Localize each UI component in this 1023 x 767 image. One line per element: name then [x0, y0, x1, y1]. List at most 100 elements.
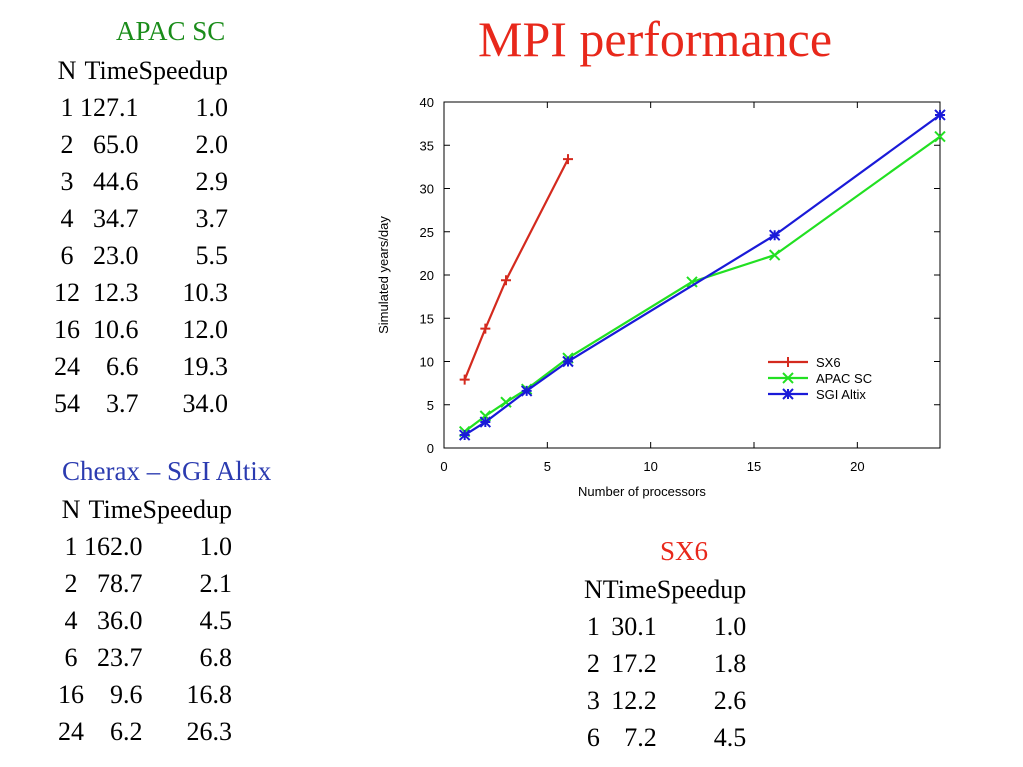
- cell-speedup: 19.3: [182, 351, 229, 381]
- table-row: 6 7.2 4.5: [584, 719, 746, 756]
- cell-time: 12.3: [93, 277, 139, 307]
- data-point: [501, 275, 511, 286]
- cell-speedup: 2.6: [713, 685, 747, 715]
- table-row: 2 78.7 2.1: [58, 565, 233, 602]
- cell-time: 6.6: [106, 351, 139, 381]
- table-row: 6 23.0 5.5: [54, 237, 229, 274]
- column-header: N: [61, 494, 81, 524]
- data-point: [480, 323, 491, 334]
- sx6-table-title: SX6: [660, 536, 709, 566]
- cell-n: 1: [60, 92, 74, 122]
- cell-time: 10.6: [93, 314, 139, 344]
- cell-speedup: 3.7: [195, 203, 229, 233]
- x-tick-label: 15: [747, 459, 761, 474]
- cell-n: 12: [54, 277, 80, 307]
- sgi-altix-table-title: Cherax – SGI Altix: [62, 456, 272, 486]
- cell-speedup: 1.0: [199, 531, 233, 561]
- series-line: [464, 114, 941, 436]
- cell-n: 2: [60, 129, 74, 159]
- table-row: 24 6.6 19.3: [54, 348, 228, 385]
- data-point: [458, 429, 471, 441]
- cell-time: 44.6: [93, 166, 139, 196]
- cell-time: 23.7: [97, 642, 143, 672]
- column-header: Speedup: [138, 55, 229, 85]
- data-point: [768, 229, 781, 241]
- cell-speedup: 4.5: [199, 605, 233, 635]
- cell-n: 3: [60, 166, 74, 196]
- cell-n: 54: [54, 388, 80, 418]
- table-row: 54 3.7 34.0: [54, 385, 228, 422]
- table-header-row: N Time Speedup: [584, 571, 746, 608]
- cell-n: 4: [60, 203, 74, 233]
- cell-speedup: 1.0: [713, 611, 747, 641]
- cell-time: 23.0: [93, 240, 139, 270]
- table-row: 4 34.7 3.7: [54, 200, 229, 237]
- sx6-table: N Time Speedup 1 30.1 1.0 2 17.2 1.8 3 12.2 2.6 6…: [584, 571, 746, 756]
- series-line: [463, 158, 569, 381]
- x-tick-label: 5: [544, 459, 551, 474]
- y-tick-label: 15: [420, 311, 434, 326]
- data-point: [459, 374, 470, 385]
- y-axis-label: Simulated years/day: [376, 216, 391, 334]
- cell-n: 24: [58, 716, 84, 746]
- y-tick-label: 5: [427, 398, 434, 413]
- cell-n: 2: [586, 648, 600, 678]
- cell-time: 6.2: [110, 716, 143, 746]
- table-row: 16 10.6 12.0: [54, 311, 228, 348]
- table-row: 24 6.2 26.3: [58, 713, 232, 750]
- cell-n: 2: [64, 568, 78, 598]
- cell-speedup: 6.8: [199, 642, 233, 672]
- cell-speedup: 1.0: [195, 92, 229, 122]
- data-point: [520, 385, 533, 397]
- apac-sc-table: N Time Speedup 1 127.1 1.0 2 65.0 2.0 3 44.6 2.9…: [54, 52, 228, 422]
- table-header-row: N Time Speedup: [54, 52, 228, 89]
- cell-time: 12.2: [611, 685, 657, 715]
- table-row: 6 23.7 6.8: [58, 639, 233, 676]
- legend-label: SGI Altix: [816, 387, 866, 402]
- column-header: Time: [84, 55, 139, 85]
- cell-n: 16: [54, 314, 80, 344]
- data-point: [562, 355, 574, 368]
- cell-time: 78.7: [97, 568, 143, 598]
- table-row: 1 30.1 1.0: [584, 608, 746, 645]
- cell-n: 24: [54, 351, 80, 381]
- cell-time: 3.7: [106, 388, 139, 418]
- cell-speedup: 12.0: [182, 314, 229, 344]
- table-row: 4 36.0 4.5: [58, 602, 233, 639]
- x-tick-label: 20: [850, 459, 864, 474]
- y-tick-label: 40: [420, 95, 434, 110]
- cell-speedup: 34.0: [182, 388, 229, 418]
- legend-label: APAC SC: [816, 371, 872, 386]
- cell-n: 1: [64, 531, 78, 561]
- table-row: 16 9.6 16.8: [58, 676, 232, 713]
- table-row: 3 44.6 2.9: [54, 163, 229, 200]
- data-point: [782, 388, 794, 400]
- y-tick-label: 0: [427, 441, 434, 456]
- data-point: [500, 396, 512, 408]
- cell-speedup: 1.8: [713, 648, 747, 678]
- data-point: [782, 372, 794, 384]
- data-point: [934, 130, 946, 143]
- series-line: [464, 135, 941, 433]
- column-header: N: [584, 574, 603, 604]
- cell-speedup: 5.5: [195, 240, 229, 270]
- performance-line-chart: 0 5 10 15 20 25 30 35 40 0 5 10 15 20 Number of proces…: [376, 95, 946, 499]
- cell-speedup: 26.3: [186, 716, 233, 746]
- y-tick-label: 35: [420, 138, 434, 153]
- data-point: [563, 154, 573, 165]
- table-row: 1 127.1 1.0: [54, 89, 229, 126]
- column-header: Time: [88, 494, 143, 524]
- cell-time: 162.0: [84, 531, 143, 561]
- data-point: [934, 109, 946, 121]
- data-point: [783, 357, 793, 367]
- legend-label: SX6: [816, 355, 841, 370]
- page-title: MPI performance: [478, 11, 833, 67]
- cell-n: 3: [586, 685, 600, 715]
- cell-speedup: 2.0: [195, 129, 229, 159]
- y-tick-label: 20: [420, 268, 434, 283]
- data-point: [686, 276, 698, 288]
- cell-time: 34.7: [93, 203, 139, 233]
- cell-speedup: 2.1: [199, 568, 233, 598]
- x-axis-label: Number of processors: [578, 484, 706, 499]
- table-header-row: N Time Speedup: [58, 491, 232, 528]
